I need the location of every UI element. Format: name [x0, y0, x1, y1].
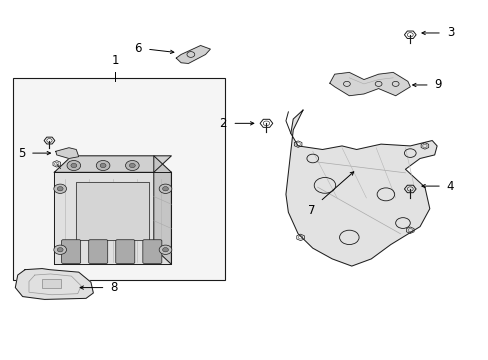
FancyBboxPatch shape [116, 240, 135, 264]
Circle shape [100, 163, 106, 168]
Circle shape [129, 163, 135, 168]
Text: 3: 3 [446, 27, 453, 40]
Text: 8: 8 [110, 281, 118, 294]
FancyBboxPatch shape [142, 240, 162, 264]
Polygon shape [56, 148, 79, 158]
Polygon shape [76, 182, 149, 240]
Circle shape [71, 163, 77, 168]
Bar [42, 279, 61, 288]
FancyBboxPatch shape [61, 240, 81, 264]
Polygon shape [154, 156, 171, 264]
Text: 6: 6 [134, 42, 142, 55]
Circle shape [54, 184, 66, 193]
Polygon shape [176, 45, 210, 63]
Polygon shape [54, 156, 171, 172]
Polygon shape [15, 269, 93, 300]
Polygon shape [329, 72, 409, 96]
Circle shape [57, 248, 63, 252]
Circle shape [54, 245, 66, 255]
Polygon shape [54, 172, 171, 264]
Text: 5: 5 [18, 147, 25, 159]
Text: 2: 2 [219, 117, 226, 130]
Circle shape [96, 161, 110, 171]
Text: 1: 1 [111, 54, 119, 67]
Circle shape [159, 245, 171, 255]
Circle shape [162, 248, 168, 252]
Circle shape [57, 186, 63, 191]
Circle shape [125, 161, 139, 171]
Circle shape [159, 184, 171, 193]
Text: 4: 4 [446, 180, 453, 193]
Text: 9: 9 [434, 78, 441, 91]
Polygon shape [285, 110, 436, 266]
Text: 7: 7 [307, 204, 315, 217]
Bar [13, 78, 224, 280]
Circle shape [67, 161, 81, 171]
FancyBboxPatch shape [88, 240, 107, 264]
Circle shape [162, 186, 168, 191]
